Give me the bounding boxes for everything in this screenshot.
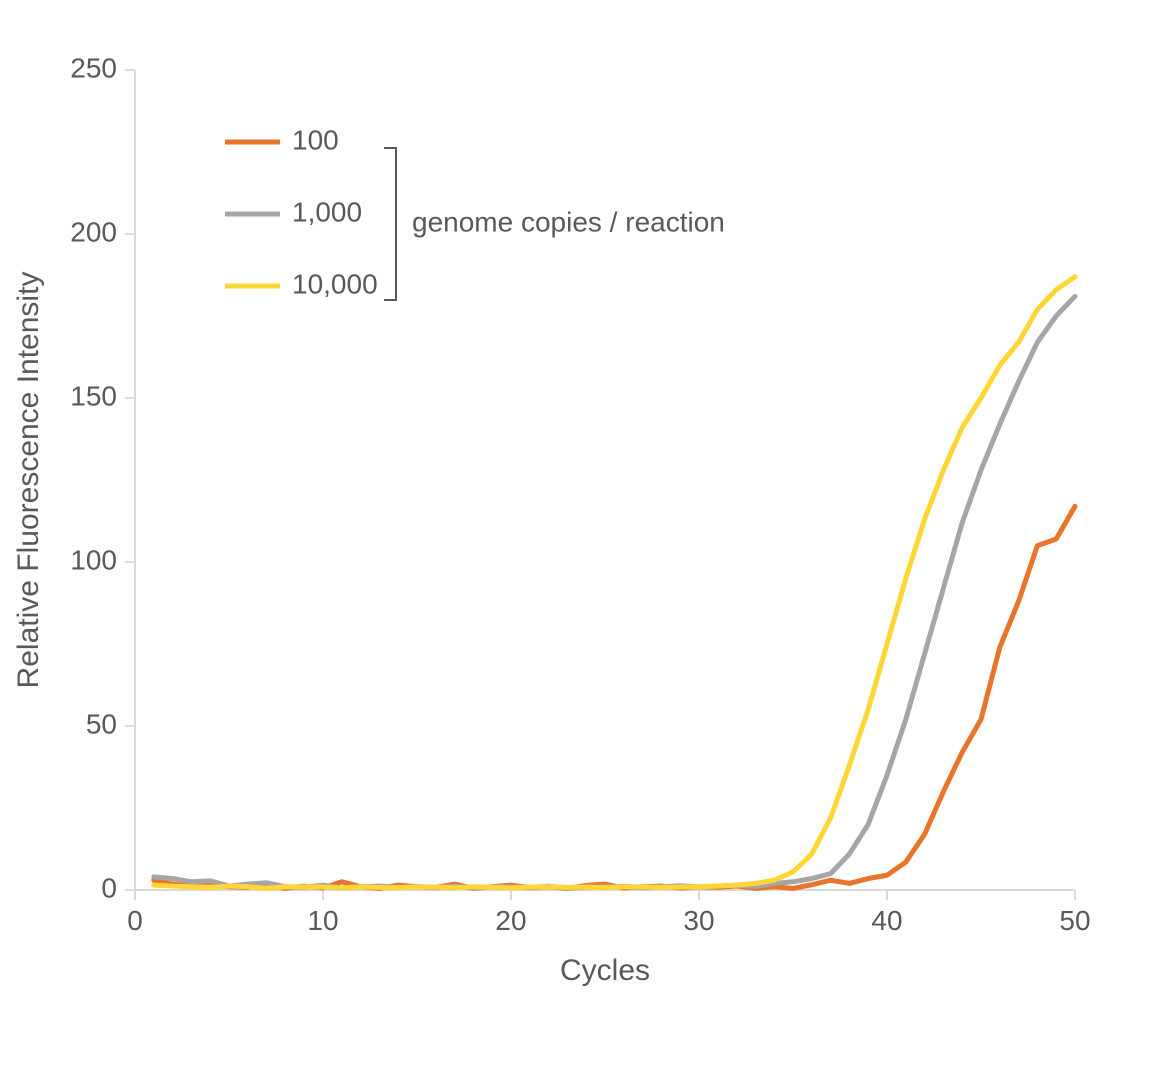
legend-label: 100 bbox=[292, 124, 339, 155]
y-tick-label: 100 bbox=[70, 544, 117, 575]
x-tick-label: 10 bbox=[307, 905, 338, 936]
y-tick-label: 0 bbox=[101, 872, 117, 903]
legend-label: 10,000 bbox=[292, 268, 378, 299]
x-tick-label: 50 bbox=[1059, 905, 1090, 936]
y-tick-label: 50 bbox=[86, 708, 117, 739]
legend-annotation: genome copies / reaction bbox=[412, 206, 725, 237]
amplification-chart: 0 50 100 150 200 250 0 10 20 30 40 50 Cycles Relative… bbox=[0, 0, 1156, 1082]
x-axis-label: Cycles bbox=[560, 954, 650, 987]
chart-svg: 0 50 100 150 200 250 0 10 20 30 40 50 Cycles Relative… bbox=[0, 0, 1156, 1082]
x-tick-label: 0 bbox=[127, 905, 143, 936]
legend-label: 1,000 bbox=[292, 196, 362, 227]
x-tick-label: 30 bbox=[683, 905, 714, 936]
y-tick-label: 250 bbox=[70, 52, 117, 83]
x-tick-label: 40 bbox=[871, 905, 902, 936]
x-tick-label: 20 bbox=[495, 905, 526, 936]
y-axis-label: Relative Fluorescence Intensity bbox=[12, 272, 45, 689]
y-tick-label: 200 bbox=[70, 216, 117, 247]
y-tick-label: 150 bbox=[70, 380, 117, 411]
